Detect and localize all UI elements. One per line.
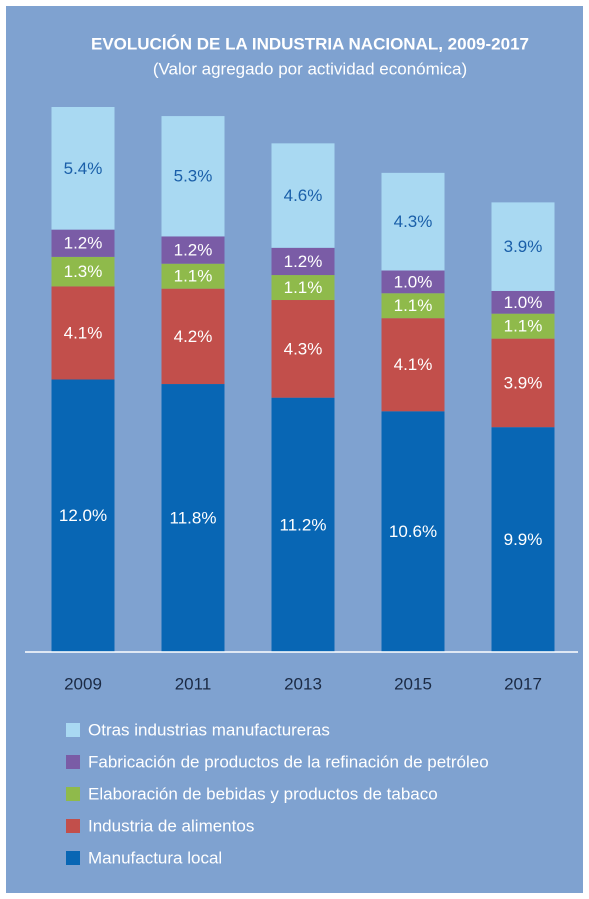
bar-segment: [381, 293, 445, 319]
legend-label: Manufactura local: [88, 848, 222, 867]
legend-label: Industria de alimentos: [88, 816, 254, 835]
value-label: 3.9%: [504, 373, 543, 392]
value-label: 4.6%: [284, 186, 323, 205]
value-label: 1.1%: [394, 296, 433, 315]
bar-segment: [51, 256, 115, 287]
value-label: 4.1%: [64, 323, 103, 342]
bar-segment: [491, 313, 555, 339]
bar-segment: [271, 397, 335, 652]
bar-segment: [381, 318, 445, 412]
value-label: 9.9%: [504, 530, 543, 549]
chart-title: EVOLUCIÓN DE LA INDUSTRIA NACIONAL, 2009…: [91, 34, 529, 53]
value-label: 1.0%: [504, 293, 543, 312]
bar-segment: [161, 263, 225, 289]
legend-label: Elaboración de bebidas y productos de ta…: [88, 784, 438, 803]
legend-swatch: [66, 787, 80, 801]
bar-segment: [491, 202, 555, 291]
x-tick-label: 2017: [504, 674, 542, 693]
bar-segment: [271, 275, 335, 301]
x-tick-label: 2015: [394, 674, 432, 693]
bar-segment: [51, 107, 115, 230]
value-label: 4.1%: [394, 355, 433, 374]
bar-segment: [491, 338, 555, 428]
legend-swatch: [66, 723, 80, 737]
value-label: 12.0%: [59, 506, 107, 525]
legend-label: Fabricación de productos de la refinació…: [88, 752, 489, 771]
value-label: 1.2%: [174, 241, 213, 260]
bar-segment: [51, 379, 115, 652]
value-label: 11.8%: [170, 509, 217, 528]
x-tick-label: 2013: [284, 674, 322, 693]
value-label: 1.0%: [394, 272, 433, 291]
legend-swatch: [66, 755, 80, 769]
value-label: 3.9%: [504, 237, 543, 256]
bar-segment: [491, 427, 555, 652]
value-label: 1.1%: [174, 267, 213, 286]
value-label: 1.1%: [504, 317, 543, 336]
value-label: 4.2%: [174, 327, 213, 346]
legend-swatch: [66, 819, 80, 833]
legend-swatch: [66, 851, 80, 865]
value-label: 11.2%: [280, 515, 327, 534]
value-label: 1.3%: [64, 262, 103, 281]
bar-segment: [381, 270, 445, 294]
value-label: 1.1%: [284, 278, 323, 297]
value-label: 5.4%: [64, 159, 103, 178]
bar-segment: [271, 300, 335, 398]
bar-segment: [271, 247, 335, 276]
bar-segment: [381, 172, 445, 271]
bar-segment: [161, 236, 225, 264]
x-tick-label: 2009: [64, 674, 102, 693]
value-label: 5.3%: [174, 167, 213, 186]
value-label: 4.3%: [284, 339, 323, 358]
value-label: 10.6%: [389, 522, 437, 541]
bar-segment: [161, 116, 225, 237]
value-label: 1.2%: [64, 234, 103, 253]
bar-segment: [51, 229, 115, 257]
bar-segment: [271, 143, 335, 248]
chart-subtitle: (Valor agregado por actividad económica): [153, 59, 467, 78]
bar-segment: [491, 290, 555, 314]
value-label: 4.3%: [394, 212, 433, 231]
bar-segment: [161, 384, 225, 652]
bar-segment: [161, 288, 225, 385]
bar-segment: [51, 286, 115, 380]
value-label: 1.2%: [284, 252, 323, 271]
legend-label: Otras industrias manufactureras: [88, 720, 330, 739]
x-tick-label: 2011: [175, 674, 212, 693]
bar-segment: [381, 411, 445, 652]
